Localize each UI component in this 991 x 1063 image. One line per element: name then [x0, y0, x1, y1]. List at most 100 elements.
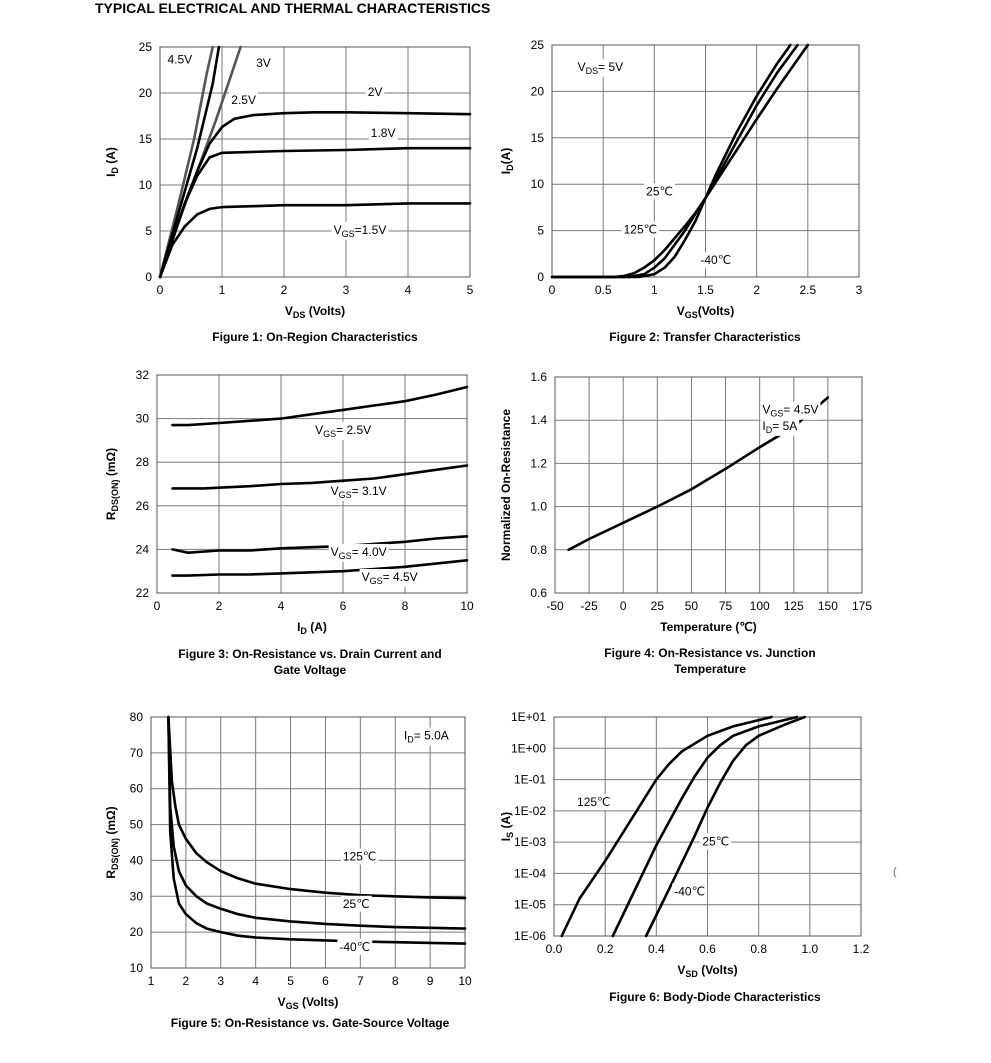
annotation-label-4: VGS= 4.5V — [362, 570, 418, 586]
annotation-label-2: 3V — [256, 56, 271, 70]
figure-6-caption: Figure 6: Body-Diode Characteristics — [609, 990, 821, 1004]
y-axis-label: Normalized On-Resistance — [499, 409, 513, 561]
y-axis-label: IS (A) — [499, 812, 515, 841]
annotation-label-4: 2V — [368, 85, 383, 99]
figure-5-caption: Figure 5: On-Resistance vs. Gate-Source … — [170, 1016, 450, 1030]
series-line-3 — [167, 715, 467, 945]
annotation-label-2: ID= 5A — [762, 419, 797, 435]
x-tick-label: 2 — [753, 283, 760, 297]
x-axis-label: VSD (Volts) — [677, 963, 737, 979]
annotation-background — [328, 543, 389, 562]
y-tick-label: 24 — [136, 542, 150, 556]
x-tick-label: 0 — [157, 283, 164, 297]
x-axis-label: Temperature (℃) — [660, 620, 757, 634]
y-tick-label: 1.2 — [530, 456, 547, 470]
figure-4-chart: -50 -25 0 25 50 75 100 125 150 175 0.6 0.8 1.0 1.2 1.4… — [499, 370, 872, 634]
series-line-5 — [158, 146, 472, 279]
x-tick-label: 3 — [217, 974, 224, 988]
x-axis-label: VDS (Volts) — [285, 304, 345, 320]
x-tick-label: 1.5 — [697, 283, 714, 297]
annotation-background — [575, 794, 613, 811]
figure-4-caption-line-1: Figure 4: On-Resistance vs. Junction — [604, 646, 816, 660]
x-tick-label: 0.6 — [699, 942, 716, 956]
figure-2-chart: 0 0.5 1 1.5 2 2.5 3 0 5 10 15 20 25 VDS= 5V 25℃ 125℃ -40… — [499, 38, 863, 320]
x-tick-label: 0.0 — [546, 942, 563, 956]
plot-frame — [551, 44, 860, 278]
y-tick-label: 25 — [531, 38, 545, 52]
y-tick-label: 20 — [139, 86, 153, 100]
annotation-background — [760, 401, 821, 420]
series-line-2 — [171, 464, 469, 490]
x-axis-label: VGS (Volts) — [278, 995, 339, 1011]
series-line-3 — [171, 535, 469, 554]
y-axis-label: RDS(ON) (mΩ) — [104, 448, 120, 520]
y-tick-label: 1E-05 — [514, 898, 546, 912]
figure-4-caption-line-2: Temperature — [674, 662, 746, 676]
y-tick-label: 10 — [531, 177, 545, 191]
annotation-background — [700, 833, 732, 850]
x-tick-label: 1.0 — [801, 942, 818, 956]
x-tick-label: 10 — [458, 974, 472, 988]
annotation-label-1: VGS= 4.5V — [762, 403, 818, 419]
grid — [551, 44, 860, 278]
x-tick-label: -25 — [580, 599, 598, 613]
series-line-3 — [644, 715, 806, 938]
y-tick-label: 26 — [136, 499, 150, 513]
x-axis-label: VGS(Volts) — [677, 304, 734, 320]
x-tick-label: 9 — [427, 974, 434, 988]
annotation-label-1: VGS= 2.5V — [315, 423, 371, 439]
series-line-2 — [167, 715, 467, 930]
annotation-background — [760, 417, 800, 436]
x-tick-label: 0 — [549, 283, 556, 297]
annotation-background — [337, 938, 373, 955]
figure-2-caption: Figure 2: Transfer Characteristics — [609, 330, 801, 344]
x-tick-label: 2 — [281, 283, 288, 297]
annotation-background — [331, 221, 389, 240]
figure-3-caption-line-2: Gate Voltage — [273, 663, 347, 677]
series-line-6 — [158, 202, 472, 279]
annotation-label-1: ID= 5.0A — [404, 729, 449, 745]
x-tick-label: 8 — [392, 974, 399, 988]
series-line-1 — [167, 715, 467, 900]
x-tick-label: 5 — [467, 283, 474, 297]
y-axis-label: ID (A) — [104, 147, 120, 177]
x-tick-label: 2 — [216, 599, 223, 613]
x-tick-label: 1.2 — [853, 942, 870, 956]
y-tick-label: 28 — [136, 455, 150, 469]
x-tick-label: 5 — [287, 974, 294, 988]
y-axis-label: ID(A) — [499, 148, 515, 175]
x-tick-label: 4 — [278, 599, 285, 613]
annotation-label-6: VGS=1.5V — [334, 223, 387, 239]
y-tick-label: 20 — [531, 84, 545, 98]
annotation-background — [644, 183, 675, 200]
x-tick-label: 25 — [651, 599, 665, 613]
x-tick-label: 6 — [322, 974, 329, 988]
annotation-background — [359, 569, 420, 588]
x-tick-label: 7 — [357, 974, 364, 988]
y-tick-label: 20 — [130, 925, 144, 939]
y-tick-label: 32 — [136, 368, 150, 382]
annotation-background — [621, 221, 660, 238]
annotation-label-1: 4.5V — [167, 53, 192, 67]
annotation-background — [254, 55, 273, 72]
x-tick-label: 75 — [719, 599, 733, 613]
annotation-label-3: -40℃ — [674, 884, 705, 898]
y-tick-label: 1E-01 — [514, 773, 546, 787]
annotation-label-4: -40℃ — [339, 940, 370, 954]
plot-frame — [159, 46, 471, 278]
annotation-label-4: -40℃ — [700, 253, 731, 267]
x-tick-label: 10 — [460, 599, 474, 613]
series-line-1 — [171, 385, 469, 427]
series-line-1 — [560, 715, 773, 938]
y-tick-label: 50 — [130, 818, 144, 832]
y-tick-label: 1E+01 — [511, 710, 546, 724]
x-tick-label: 4 — [405, 283, 412, 297]
x-tick-label: 6 — [340, 599, 347, 613]
x-tick-label: 0 — [620, 599, 627, 613]
page-title: TYPICAL ELECTRICAL AND THERMAL CHARACTER… — [95, 0, 491, 16]
annotation-background — [575, 58, 626, 77]
x-axis-label: ID (A) — [297, 620, 327, 636]
y-tick-label: 5 — [537, 224, 544, 238]
y-tick-label: 1.0 — [530, 500, 547, 514]
